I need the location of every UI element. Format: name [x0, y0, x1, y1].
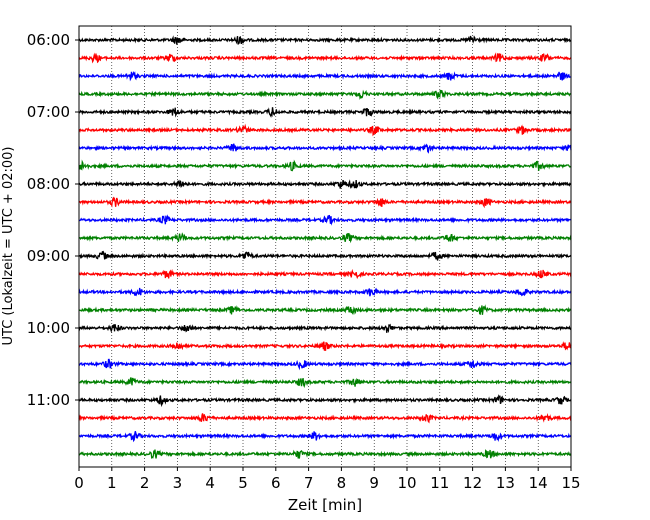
seismogram-trace: [78, 287, 572, 297]
seismogram-trace: [78, 413, 572, 424]
x-axis: 0 1 2 3 4 5 6 7 8 9 10 11 12 13 14 15: [74, 467, 581, 492]
seismogram-trace: [78, 35, 572, 45]
seismogram-trace: [78, 250, 572, 261]
trace-layer: [78, 35, 572, 460]
x-tick-label: 13: [496, 474, 515, 492]
x-tick-label: 9: [369, 474, 379, 492]
seismogram-trace: [78, 232, 572, 244]
seismogram-trace: [78, 143, 572, 154]
seismogram-trace: [78, 449, 572, 460]
seismogram-trace: [78, 179, 572, 189]
x-tick-label: 1: [107, 474, 117, 492]
plot-frame: [78, 25, 572, 468]
x-tick-label: 15: [561, 474, 580, 492]
x-tick-label: 0: [74, 474, 84, 492]
seismogram-trace: [78, 268, 572, 280]
seismogram-trace: [78, 196, 572, 209]
seismogram-trace: [78, 341, 572, 351]
x-tick-label: 7: [304, 474, 314, 492]
x-tick-label: 11: [430, 474, 449, 492]
y-axis-label: UTC (Lokalzeit = UTC + 02:00): [1, 147, 16, 346]
seismogram-trace: [78, 70, 572, 82]
x-tick-label: 8: [337, 474, 347, 492]
seismogram-trace: [78, 323, 572, 334]
seismogram-trace: [78, 159, 572, 172]
x-tick-label: 10: [397, 474, 416, 492]
y-tick-label: 08:00: [27, 175, 70, 193]
y-axis: 06:00 07:00 08:00 09:00 10:00 11:00: [27, 31, 79, 409]
y-tick-label: 06:00: [27, 31, 70, 49]
y-tick-label: 10:00: [27, 319, 70, 337]
seismogram-trace: [78, 358, 572, 371]
seismogram-trace: [78, 431, 572, 443]
seismogram-trace: [78, 123, 572, 137]
seismogram-trace: [78, 52, 572, 64]
x-tick-label: 4: [205, 474, 215, 492]
seismogram-trace: [78, 377, 572, 389]
y-tick-label: 07:00: [27, 103, 70, 121]
x-tick-label: 6: [271, 474, 281, 492]
x-axis-label: Zeit [min]: [288, 496, 362, 514]
seismogram-trace: [78, 107, 572, 118]
x-tick-label: 14: [529, 474, 548, 492]
x-tick-label: 3: [173, 474, 183, 492]
seismogram-trace: [78, 214, 572, 226]
x-tick-label: 2: [140, 474, 150, 492]
x-tick-label: 5: [238, 474, 248, 492]
seismogram-trace: [78, 394, 572, 408]
x-tick-label: 12: [463, 474, 482, 492]
seismogram-trace: [78, 89, 572, 101]
seismogram-trace: [78, 304, 572, 316]
y-tick-label: 11:00: [27, 391, 70, 409]
y-tick-label: 09:00: [27, 247, 70, 265]
